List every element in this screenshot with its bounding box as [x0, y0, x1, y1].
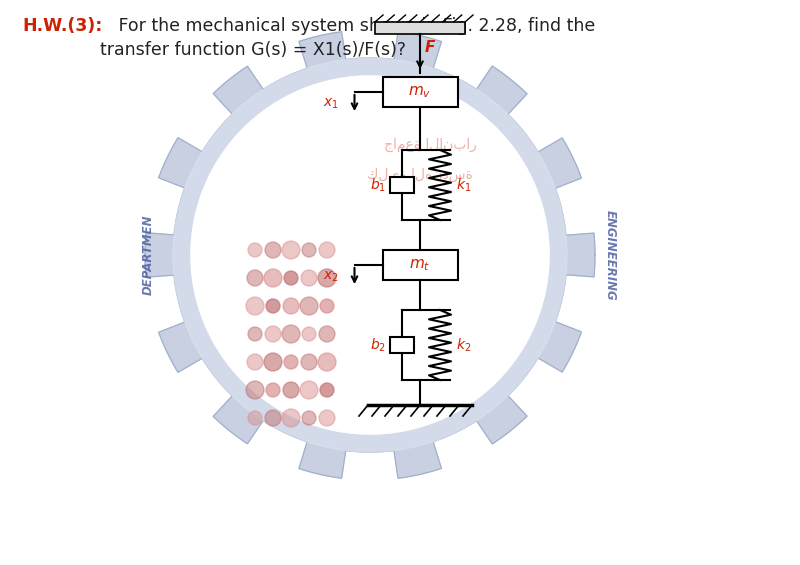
Ellipse shape — [191, 76, 549, 434]
Circle shape — [264, 353, 282, 371]
Text: $k_2$: $k_2$ — [456, 336, 471, 354]
Circle shape — [246, 297, 264, 315]
Circle shape — [300, 381, 318, 399]
Circle shape — [318, 269, 336, 287]
Circle shape — [265, 410, 281, 426]
Text: كلية الهندسة: كلية الهندسة — [367, 168, 473, 182]
Circle shape — [284, 271, 298, 285]
Circle shape — [320, 299, 334, 313]
Circle shape — [265, 326, 281, 342]
Circle shape — [283, 298, 299, 314]
Circle shape — [264, 269, 282, 287]
Text: $x_2$: $x_2$ — [322, 270, 338, 284]
Circle shape — [247, 354, 263, 370]
Text: H.W.(3):: H.W.(3): — [22, 17, 102, 35]
Polygon shape — [145, 32, 595, 478]
Circle shape — [301, 354, 317, 370]
Circle shape — [318, 353, 336, 371]
Text: For the mechanical system shown in Fig. 2.28, find the: For the mechanical system shown in Fig. … — [113, 17, 595, 35]
Bar — [382, 250, 458, 280]
Circle shape — [319, 326, 335, 342]
Text: $b_1$: $b_1$ — [370, 176, 386, 194]
Bar — [375, 22, 465, 34]
Text: $k_1$: $k_1$ — [456, 176, 471, 194]
Text: $m_v$: $m_v$ — [408, 84, 432, 100]
Circle shape — [284, 355, 298, 369]
Circle shape — [319, 410, 335, 426]
Circle shape — [301, 270, 317, 286]
Text: DEPARTMEN: DEPARTMEN — [142, 215, 154, 295]
Text: $b_2$: $b_2$ — [370, 336, 386, 354]
Circle shape — [282, 325, 300, 343]
Circle shape — [282, 241, 300, 259]
Circle shape — [282, 409, 300, 427]
Circle shape — [302, 327, 316, 341]
Text: ENGINEERING: ENGINEERING — [603, 210, 617, 301]
Ellipse shape — [173, 58, 567, 452]
Circle shape — [248, 327, 262, 341]
Bar — [382, 77, 458, 107]
Text: F: F — [425, 40, 435, 55]
Circle shape — [283, 382, 299, 398]
Circle shape — [247, 270, 263, 286]
Circle shape — [319, 242, 335, 258]
Text: $x_1$: $x_1$ — [322, 97, 338, 111]
Text: $m_t$: $m_t$ — [410, 257, 430, 273]
Circle shape — [266, 383, 280, 397]
Bar — [390, 337, 414, 353]
Circle shape — [248, 411, 262, 425]
Bar — [390, 177, 414, 193]
Circle shape — [300, 297, 318, 315]
Text: transfer function G(s) = X1(s)/F(s)?: transfer function G(s) = X1(s)/F(s)? — [100, 41, 406, 59]
Circle shape — [302, 243, 316, 257]
Text: جامعة الانبار: جامعة الانبار — [383, 138, 477, 152]
Ellipse shape — [191, 76, 549, 434]
Circle shape — [302, 411, 316, 425]
Circle shape — [266, 299, 280, 313]
Circle shape — [265, 242, 281, 258]
Circle shape — [248, 243, 262, 257]
Circle shape — [320, 383, 334, 397]
Circle shape — [246, 381, 264, 399]
